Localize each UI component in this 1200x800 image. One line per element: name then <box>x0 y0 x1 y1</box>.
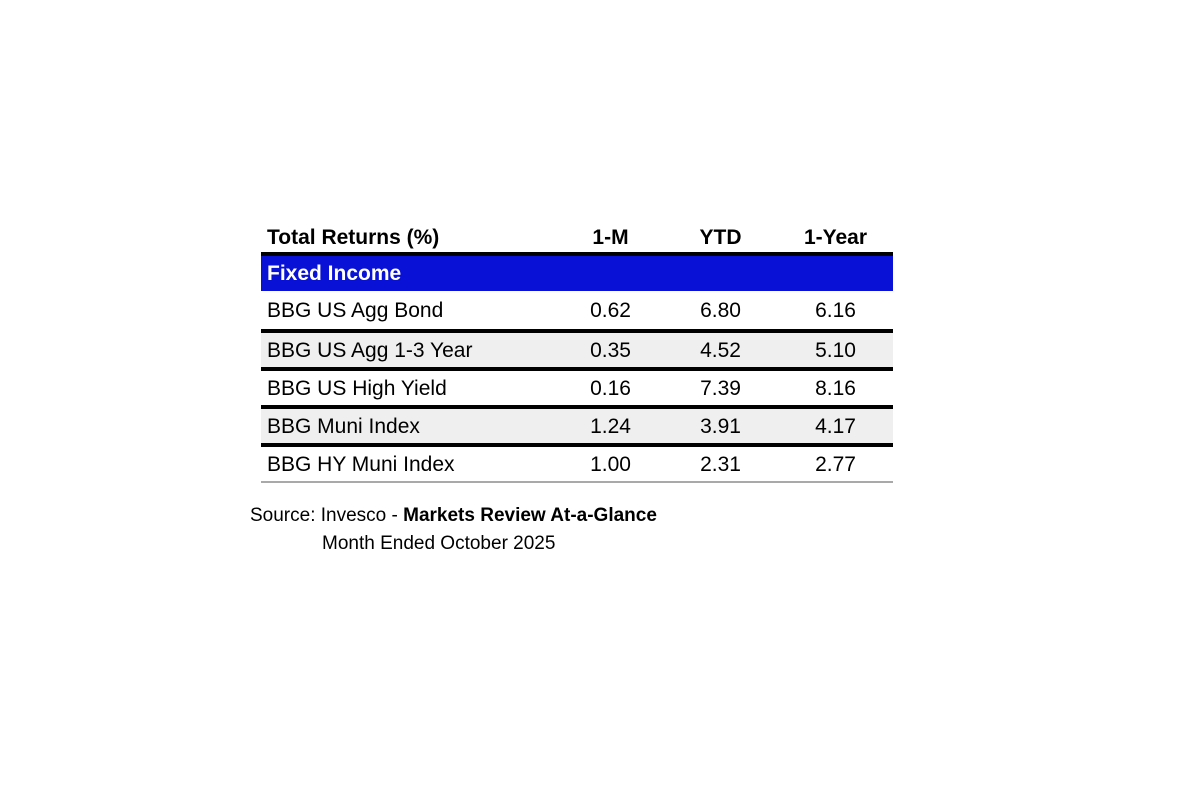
cell-1year: 8.16 <box>778 367 893 407</box>
cell-ytd: 3.91 <box>663 405 778 445</box>
cell-ytd: 6.80 <box>663 291 778 331</box>
cell-ytd: 7.39 <box>663 367 778 407</box>
header-total-returns: Total Returns (%) <box>261 222 558 254</box>
table-row: BBG Muni Index 1.24 3.91 4.17 <box>261 405 893 445</box>
cell-ytd: 4.52 <box>663 329 778 369</box>
cell-1year: 6.16 <box>778 291 893 331</box>
cell-1m: 0.35 <box>558 329 663 369</box>
source-block: Source: Invesco - Markets Review At-a-Gl… <box>250 502 657 558</box>
cell-1m: 0.62 <box>558 291 663 331</box>
row-label: BBG US Agg Bond <box>261 291 558 331</box>
row-label: BBG HY Muni Index <box>261 443 558 483</box>
row-label: BBG US Agg 1-3 Year <box>261 329 558 369</box>
column-header-1year: 1-Year <box>778 222 893 254</box>
section-label: Fixed Income <box>261 252 893 291</box>
cell-1m: 0.16 <box>558 367 663 407</box>
cell-1year: 4.17 <box>778 405 893 445</box>
total-returns-table: Total Returns (%) 1-M YTD 1-Year Fixed I… <box>261 222 893 483</box>
section-row-fixed-income: Fixed Income <box>261 252 893 291</box>
column-header-1m: 1-M <box>558 222 663 254</box>
cell-1m: 1.00 <box>558 443 663 483</box>
source-title: Markets Review At-a-Glance <box>403 505 657 526</box>
table-row: BBG US High Yield 0.16 7.39 8.16 <box>261 367 893 407</box>
table-row: BBG US Agg 1-3 Year 0.35 4.52 5.10 <box>261 329 893 369</box>
cell-1m: 1.24 <box>558 405 663 445</box>
table-row: BBG US Agg Bond 0.62 6.80 6.16 <box>261 291 893 331</box>
row-label: BBG US High Yield <box>261 367 558 407</box>
source-prefix: Source: Invesco - <box>250 505 404 526</box>
cell-1year: 5.10 <box>778 329 893 369</box>
source-line: Source: Invesco - Markets Review At-a-Gl… <box>250 502 657 530</box>
row-label: BBG Muni Index <box>261 405 558 445</box>
cell-1year: 2.77 <box>778 443 893 483</box>
table-header-row: Total Returns (%) 1-M YTD 1-Year <box>261 222 893 254</box>
period-line: Month Ended October 2025 <box>322 533 556 554</box>
cell-ytd: 2.31 <box>663 443 778 483</box>
table-row: BBG HY Muni Index 1.00 2.31 2.77 <box>261 443 893 483</box>
column-header-ytd: YTD <box>663 222 778 254</box>
